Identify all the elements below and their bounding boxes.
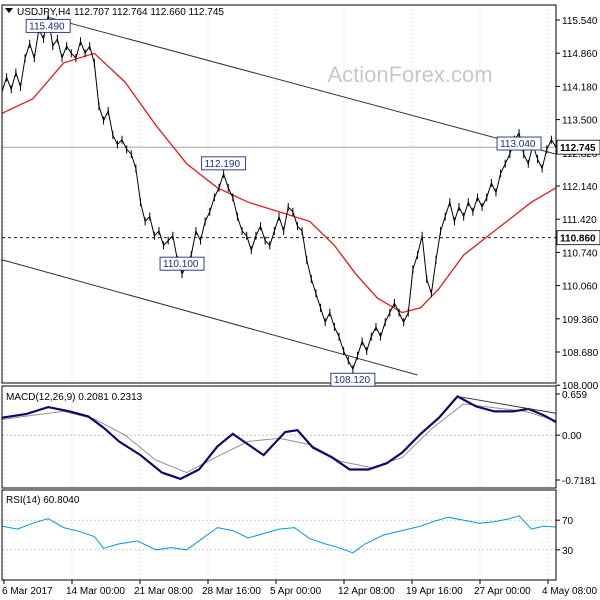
lower-channel-line [1, 259, 418, 376]
rsi-line [1, 515, 557, 554]
x-tick-label: 28 Mar 16:00 [202, 586, 261, 597]
swing-label: 108.120 [334, 375, 371, 386]
rsi-tick-label: 70 [562, 516, 574, 527]
x-tick-label: 21 Mar 08:00 [134, 586, 193, 597]
macd-line [1, 395, 557, 481]
swing-label-box [201, 156, 247, 171]
moving-average-line [1, 52, 557, 314]
y-tick-label: 112.140 [562, 182, 598, 193]
rsi-title: RSI(14) 60.8040 [6, 495, 80, 506]
swing-label-box [496, 136, 542, 151]
macd-title: MACD(12,26,9) 0.2081 0.2313 [6, 392, 143, 403]
y-tick-label: 115.540 [562, 16, 598, 27]
y-tick-label: 114.860 [562, 49, 598, 60]
x-tick-label: 4 May 08:00 [542, 586, 597, 597]
upper-channel-line [48, 16, 557, 155]
y-tick-label: 109.360 [562, 315, 599, 326]
collapse-triangle-icon [5, 8, 13, 13]
macd-pane-frame [1, 385, 557, 489]
rsi-pane-frame [1, 489, 557, 581]
swing-label: 115.490 [29, 21, 65, 32]
swing-label: 110.100 [163, 259, 199, 270]
y-tick-label: 113.500 [562, 116, 598, 127]
swing-label: 112.190 [205, 159, 241, 170]
x-tick-label: 14 Mar 00:00 [66, 586, 125, 597]
x-tick-label: 27 Apr 00:00 [474, 586, 531, 597]
price-pane-frame [1, 4, 557, 384]
rsi-tick-label: 30 [562, 546, 574, 557]
symbol-title: USDJPY,H4 [17, 7, 71, 18]
ohlc-readout: 112.707 112.764 112.660 112.745 [74, 7, 224, 18]
y-tick-label: 110.740 [562, 248, 598, 259]
swing-label-box [159, 256, 205, 271]
x-tick-label: 19 Apr 16:00 [406, 586, 463, 597]
macd-tick-label: 0.00 [562, 431, 582, 442]
y-tick-label: 110.060 [562, 282, 598, 293]
current-price-tag-box [556, 139, 600, 155]
swing-label-box [330, 372, 376, 387]
y-tick-label: 108.000 [562, 381, 599, 392]
current-price-tag: 112.745 [560, 143, 596, 154]
x-tick-label: 6 Mar 2017 [2, 586, 53, 597]
swing-label-box [25, 18, 71, 33]
macd-trendline [457, 395, 557, 414]
y-tick-label: 111.420 [562, 215, 597, 226]
support-level-tag: 110.860 [560, 234, 596, 245]
macd-tick-label: -0.7181 [562, 476, 596, 487]
support-level-tag-box [556, 230, 600, 246]
y-tick-label: 108.680 [562, 348, 599, 359]
x-tick-label: 5 Apr 00:00 [270, 586, 322, 597]
watermark: ActionForex.com [327, 62, 492, 87]
x-tick-label: 12 Apr 08:00 [338, 586, 395, 597]
macd-tick-label: 0.659 [562, 390, 587, 401]
swing-label: 113.040 [500, 139, 536, 150]
y-tick-label: 114.180 [562, 82, 598, 93]
